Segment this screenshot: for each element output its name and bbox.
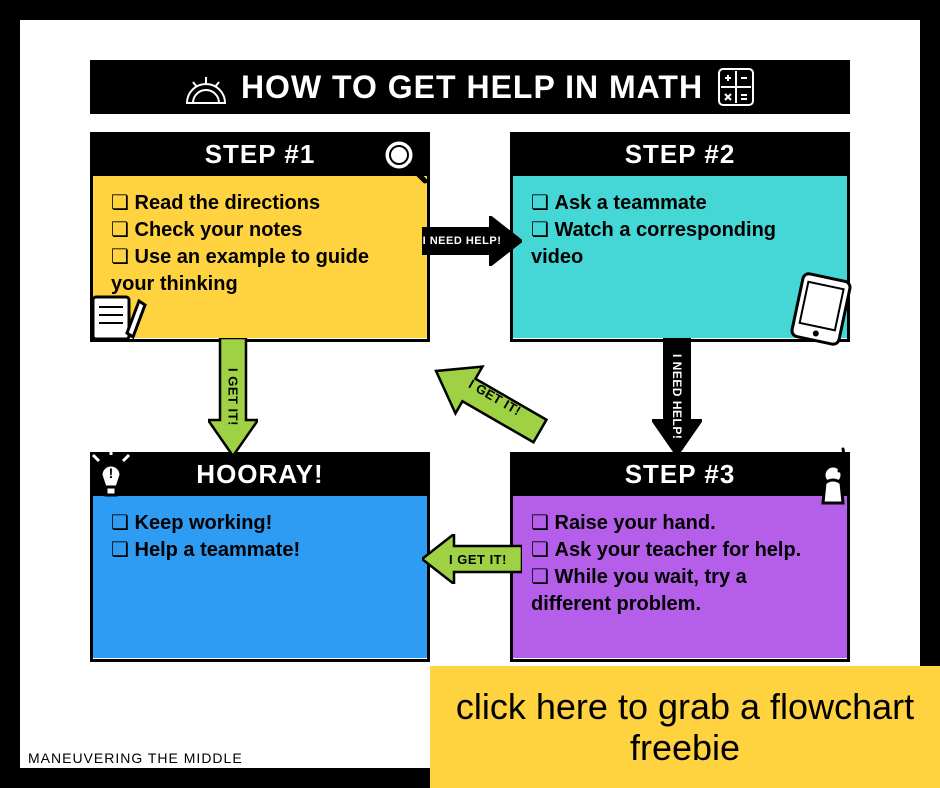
page-title: HOW TO GET HELP IN MATH [241, 69, 703, 106]
list-item: Keep working! [111, 510, 409, 537]
card-step2: STEP #2 Ask a teammate Watch a correspon… [510, 132, 850, 342]
magnifier-icon [377, 133, 433, 189]
protractor-icon [185, 69, 227, 105]
arrow-get-it-1: I GET IT! [208, 338, 258, 456]
list-item: Watch a corresponding video [531, 217, 829, 271]
svg-text:!: ! [109, 465, 114, 481]
arrow-get-it-3: I GET IT! [422, 534, 522, 584]
card-body: Keep working! Help a teammate! [93, 496, 427, 658]
list-item: Read the directions [111, 190, 409, 217]
list-item: Use an example to guide your thinking [111, 244, 409, 298]
credit-text: MANEUVERING THE MIDDLE [28, 750, 243, 766]
list-item: Help a teammate! [111, 537, 409, 564]
card-step1: STEP #1 Read the directions Check your n… [90, 132, 430, 342]
arrow-label: I GET IT! [449, 552, 507, 567]
cta-banner[interactable]: click here to grab a flowchart freebie [430, 666, 940, 788]
cta-text: click here to grab a flowchart freebie [448, 686, 922, 769]
content-frame: HOW TO GET HELP IN MATH STEP #1 Read the… [20, 20, 920, 768]
card-body: Raise your hand. Ask your teacher for he… [513, 496, 847, 658]
arrow-label: I NEED HELP! [423, 235, 502, 247]
arrow-get-it-2: I GET IT! [418, 346, 558, 456]
list-item: Ask a teammate [531, 190, 829, 217]
arrow-label: I NEED HELP! [670, 354, 684, 439]
raised-hand-icon [803, 447, 853, 505]
card-header: HOORAY! [93, 455, 427, 496]
list-item: Raise your hand. [531, 510, 829, 537]
lightbulb-icon: ! [85, 445, 137, 503]
card-hooray: HOORAY! Keep working! Help a teammate! ! [90, 452, 430, 662]
card-header: STEP #2 [513, 135, 847, 176]
list-item: While you wait, try a different problem. [531, 564, 829, 618]
notebook-icon [87, 289, 149, 345]
list-item: Ask your teacher for help. [531, 537, 829, 564]
card-header: STEP #3 [513, 455, 847, 496]
title-bar: HOW TO GET HELP IN MATH [90, 60, 850, 114]
card-step3: STEP #3 Raise your hand. Ask your teache… [510, 452, 850, 662]
arrow-label: I GET IT! [226, 368, 241, 426]
arrow-need-help-2: I NEED HELP! [652, 338, 702, 456]
calculator-icon [717, 67, 755, 107]
arrow-need-help-1: I NEED HELP! [422, 216, 522, 266]
list-item: Check your notes [111, 217, 409, 244]
